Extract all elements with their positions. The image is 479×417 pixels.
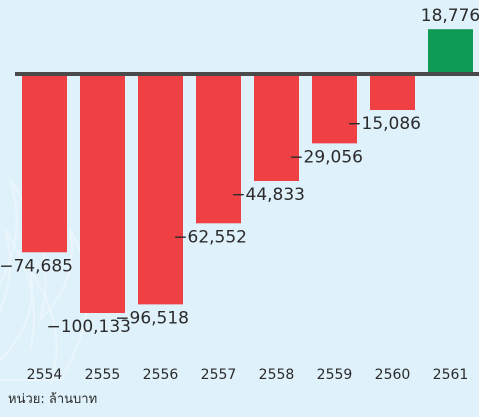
bar-2559 bbox=[312, 74, 357, 144]
value-label-2557: −62,552 bbox=[173, 227, 247, 247]
bar-2556 bbox=[138, 74, 183, 305]
x-tick-2561: 2561 bbox=[433, 367, 469, 383]
value-labels-group: −74,685 −100,133−96,518 −62,552 −44,833 −29,… bbox=[0, 6, 479, 337]
bar-2557 bbox=[196, 74, 241, 224]
bars-group bbox=[22, 29, 473, 313]
x-tick-2555: 2555 bbox=[85, 367, 121, 383]
unit-note: หน่วย: ล้านบาท bbox=[8, 392, 98, 407]
x-tick-labels-group: 2554 2555 2556 2557 2558 2559 2560 2561 bbox=[27, 367, 469, 383]
value-label-2559: −29,056 bbox=[289, 147, 363, 167]
bar-2554 bbox=[22, 74, 67, 253]
bar-2561 bbox=[428, 29, 473, 74]
value-label-2555: −100,133 bbox=[46, 317, 131, 337]
value-label-2558: −44,833 bbox=[231, 185, 305, 205]
value-label-2554: −74,685 bbox=[0, 256, 73, 276]
x-tick-2557: 2557 bbox=[201, 367, 237, 383]
x-tick-2556: 2556 bbox=[143, 367, 179, 383]
x-tick-2559: 2559 bbox=[317, 367, 353, 383]
x-tick-2560: 2560 bbox=[375, 367, 411, 383]
bar-2558 bbox=[254, 74, 299, 182]
value-label-2556: −96,518 bbox=[115, 308, 189, 328]
value-label-2560: −15,086 bbox=[347, 114, 421, 134]
x-tick-2554: 2554 bbox=[27, 367, 63, 383]
value-label-2561: 18,776 bbox=[421, 6, 479, 26]
bar-2555 bbox=[80, 74, 125, 313]
bar-2560 bbox=[370, 74, 415, 111]
x-tick-2558: 2558 bbox=[259, 367, 295, 383]
